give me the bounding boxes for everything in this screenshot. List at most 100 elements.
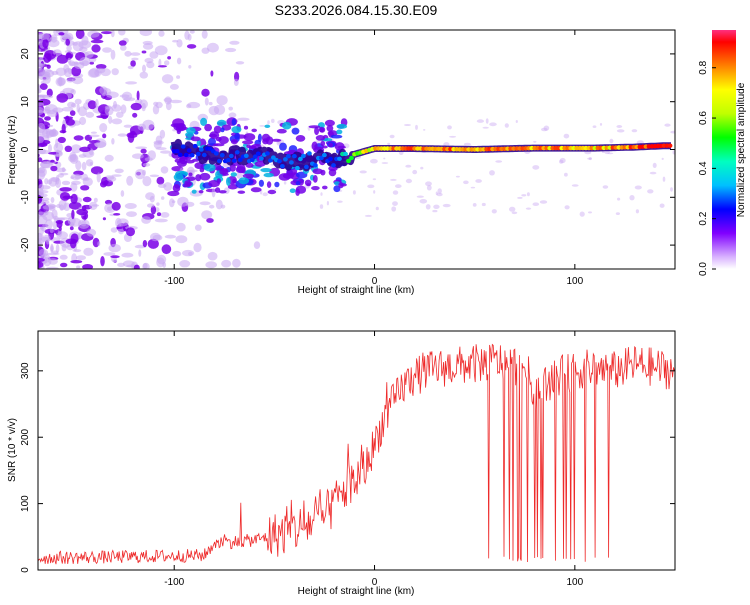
spectrogram-noise-blob bbox=[158, 30, 165, 37]
spectrogram-noise-blob bbox=[85, 111, 95, 118]
spectrogram-ridge-cell bbox=[219, 153, 225, 158]
spectrogram-ridge-cell bbox=[249, 157, 255, 163]
spectrogram-noise-blob bbox=[106, 176, 117, 182]
spectrogram-noise-blob bbox=[124, 50, 132, 57]
spectrogram-noise-blob bbox=[338, 182, 344, 189]
spectrogram-noise-blob bbox=[61, 167, 66, 173]
spectrogram-ridge-cell bbox=[231, 158, 237, 163]
spectrogram-noise-blob bbox=[156, 257, 165, 268]
spectrogram-noise-blob bbox=[80, 185, 90, 191]
spectrogram-noise-blob bbox=[126, 227, 135, 237]
spectrogram-noise-blob bbox=[219, 167, 229, 176]
snr-x-tick-label: 0 bbox=[372, 577, 378, 588]
snr-y-tick-label: 100 bbox=[20, 495, 31, 512]
spectrogram-noise-blob bbox=[89, 162, 93, 166]
spectrogram-noise-blob bbox=[201, 30, 208, 39]
spectrogram-noise-blob bbox=[220, 127, 225, 133]
spectrogram-noise-blob bbox=[161, 74, 174, 84]
spectrogram-noise-blob bbox=[176, 159, 187, 167]
spectrogram-noise-blob bbox=[232, 178, 237, 184]
spectrogram-noise-blob bbox=[155, 147, 167, 151]
spectrogram-noise-blob bbox=[47, 124, 54, 128]
spectrogram-noise-blob bbox=[50, 165, 58, 172]
spectrogram-noise-blob bbox=[234, 132, 240, 140]
spectrogram-noise-blob bbox=[38, 183, 44, 191]
spectrogram-noise-blob bbox=[392, 201, 398, 207]
spectrogram-noise-blob bbox=[265, 136, 274, 145]
spectrogram-noise-blob bbox=[218, 136, 229, 145]
spectrogram-noise-blob bbox=[58, 32, 65, 36]
spectrogram-noise-blob bbox=[326, 201, 329, 206]
spectrogram-ridge-cell bbox=[265, 151, 270, 156]
spectrogram-noise-blob bbox=[113, 213, 121, 216]
figure-title: S233.2026.084.15.30.E09 bbox=[275, 2, 438, 18]
spectrogram-noise-blob bbox=[315, 135, 326, 141]
spectrogram-noise-blob bbox=[670, 187, 673, 192]
spectrogram-noise-blob bbox=[320, 192, 323, 196]
spectrogram-noise-blob bbox=[311, 141, 318, 151]
spectrogram-noise-blob bbox=[515, 120, 518, 123]
spectrogram-noise-blob bbox=[592, 125, 597, 128]
spectrogram-ridge-cell bbox=[189, 153, 195, 158]
spectrogram-noise-blob bbox=[263, 172, 274, 178]
spectrogram-noise-blob bbox=[93, 197, 98, 203]
spectrogram-noise-blob bbox=[90, 131, 97, 134]
spectrogram-noise-blob bbox=[172, 184, 181, 193]
spectrogram-noise-blob bbox=[616, 125, 623, 128]
spectrogram-noise-blob bbox=[90, 166, 104, 175]
spectrogram-noise-blob bbox=[389, 134, 395, 139]
spectrogram-noise-blob bbox=[245, 162, 254, 168]
spectrogram-noise-blob bbox=[404, 124, 411, 126]
spectrogram-noise-blob bbox=[267, 120, 270, 125]
colorbar: 0.0 0.2 0.4 0.6 0.8 Normalized spectral ampl… bbox=[698, 30, 747, 276]
spectrogram-noise-blob bbox=[127, 132, 135, 143]
spectrogram-noise-blob bbox=[661, 157, 664, 160]
colorbar-tick-label: 0.6 bbox=[698, 111, 709, 125]
spectrogram-noise-blob bbox=[86, 228, 97, 237]
spectrogram-noise-blob bbox=[193, 242, 202, 253]
spectrogram-noise-blob bbox=[229, 40, 240, 45]
spectrogram-noise-blob bbox=[185, 132, 194, 138]
colorbar-gradient bbox=[712, 30, 736, 269]
spectrogram-noise-blob bbox=[304, 179, 312, 186]
spectrogram-noise-blob bbox=[271, 138, 282, 142]
spectrogram-noise-blob bbox=[167, 190, 180, 197]
spectrogram-noise-blob bbox=[38, 94, 46, 98]
spectrogram-noise-blob bbox=[364, 214, 372, 217]
spectrogram-noise-blob bbox=[42, 38, 49, 49]
spectrogram-noise-blob bbox=[131, 57, 139, 61]
spectrogram-noise-blob bbox=[38, 68, 46, 77]
spectrogram-noise-blob bbox=[160, 150, 172, 154]
spectrogram-noise-blob bbox=[204, 123, 213, 132]
spectrogram-noise-blob bbox=[102, 217, 106, 221]
spectrogram-noise-blob bbox=[631, 129, 638, 133]
spectrogram-noise-blob bbox=[282, 121, 292, 130]
spectrogram-noise-blob bbox=[233, 78, 239, 86]
spectrogram-ridge-cell bbox=[319, 155, 324, 161]
colorbar-tick-label: 0.0 bbox=[698, 262, 709, 276]
spectrogram-noise-blob bbox=[78, 154, 87, 158]
spectrogram-noise-blob bbox=[38, 249, 46, 257]
spectrogram-noise-blob bbox=[38, 189, 49, 194]
spectrogram-noise-blob bbox=[89, 134, 100, 138]
snr-x-label: Height of straight line (km) bbox=[298, 586, 415, 597]
spectrogram-ridge-cell bbox=[280, 164, 285, 169]
spectrogram-noise-blob bbox=[485, 118, 489, 124]
spectrogram-noise-blob bbox=[579, 211, 585, 217]
spectrogram-noise-blob bbox=[242, 173, 255, 179]
spectrogram-ridge-cell bbox=[228, 153, 234, 159]
spectrogram-noise-blob bbox=[178, 126, 189, 131]
spectrogram-ridge-cell bbox=[298, 156, 303, 162]
spectrogram-noise-blob bbox=[123, 97, 136, 102]
spectrogram-noise-blob bbox=[76, 103, 80, 113]
spectrogram-noise-blob bbox=[63, 116, 74, 120]
spectrogram-noise-blob bbox=[150, 232, 161, 242]
spectrogram-noise-blob bbox=[251, 128, 257, 133]
spectrogram-noise-blob bbox=[205, 261, 217, 269]
spectrogram-noise-blob bbox=[153, 101, 159, 106]
spectrogram-noise-blob bbox=[176, 222, 186, 232]
spectrogram-y-tick-label: 20 bbox=[20, 48, 31, 60]
spectrogram-noise-blob bbox=[563, 133, 570, 139]
spectrogram-noise-blob bbox=[38, 134, 45, 144]
spectrogram-noise-blob bbox=[56, 54, 69, 64]
